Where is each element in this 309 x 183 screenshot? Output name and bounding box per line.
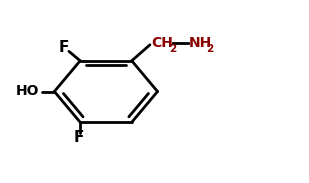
Text: NH: NH (189, 36, 212, 50)
Text: 2: 2 (206, 44, 213, 54)
Text: F: F (58, 40, 69, 55)
Text: 2: 2 (169, 44, 176, 54)
Text: CH: CH (151, 36, 173, 50)
Text: HO: HO (16, 85, 39, 98)
Text: F: F (74, 130, 84, 145)
